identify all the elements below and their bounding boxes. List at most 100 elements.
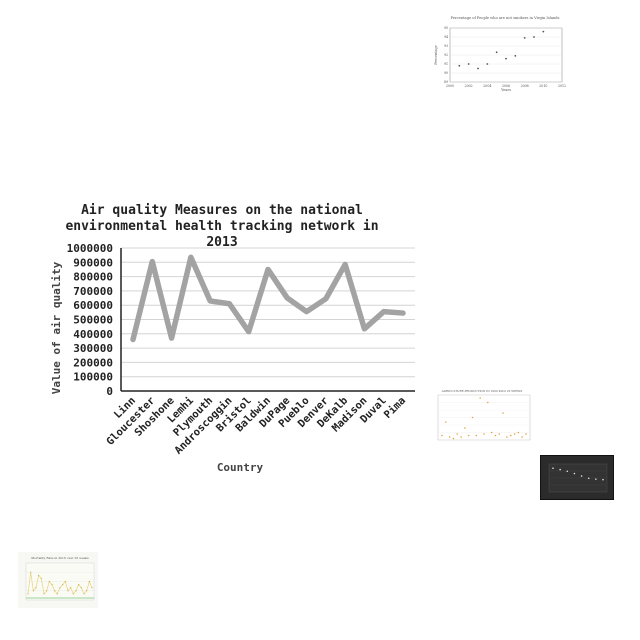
y-tick-0: 0 bbox=[106, 385, 113, 398]
x-category-pima: Pima bbox=[382, 395, 408, 421]
smokers-point-2009 bbox=[533, 36, 535, 38]
y-tick-600000: 600000 bbox=[73, 299, 113, 312]
mortality-point-14 bbox=[62, 583, 64, 586]
agri-point-6 bbox=[460, 436, 462, 438]
agri-point-20 bbox=[513, 433, 516, 435]
data-point-pueblo bbox=[306, 311, 308, 313]
mortality-point-22 bbox=[83, 593, 85, 595]
agri-point-16 bbox=[498, 433, 501, 435]
x-category-labels: LinnGloucesterShoshoneLemhiPlymouthAndro… bbox=[104, 395, 408, 457]
agri-point-23 bbox=[525, 433, 527, 435]
data-point-gloucester bbox=[151, 261, 153, 263]
data-point-dupage bbox=[286, 297, 288, 299]
chart-title-line-1: Air quality Measures on the national bbox=[81, 203, 363, 218]
agri-point-5 bbox=[456, 433, 459, 435]
data-point-bristol bbox=[248, 331, 250, 333]
smokers-point-2006 bbox=[505, 57, 507, 60]
data-point-androscoggin bbox=[228, 303, 230, 305]
agri-point-11 bbox=[479, 397, 481, 399]
mortality-point-13 bbox=[59, 587, 61, 589]
mortality-point-2 bbox=[30, 571, 32, 573]
dark-point-3 bbox=[566, 470, 569, 473]
agri-point-3 bbox=[448, 436, 451, 438]
data-point-baldwin bbox=[267, 268, 269, 270]
dark-point-2 bbox=[559, 468, 561, 471]
thumbnail-dark-chart bbox=[540, 455, 614, 500]
mortality-point-6 bbox=[40, 577, 42, 580]
agri-point-2 bbox=[445, 421, 447, 423]
smokers-point-2008 bbox=[523, 37, 526, 39]
smokers-xtick-2008: 2008 bbox=[521, 84, 529, 88]
thumbnail-smokers-chart: Percentage of People who are not smokers… bbox=[432, 10, 570, 94]
y-tick-700000: 700000 bbox=[73, 285, 113, 298]
mortality-point-25 bbox=[91, 587, 93, 589]
mortality-point-23 bbox=[86, 590, 88, 592]
data-point-plymouth bbox=[209, 300, 211, 302]
smokers-ytick-95: 95 bbox=[444, 26, 448, 30]
y-tick-900000: 900000 bbox=[73, 256, 113, 269]
agri-point-21 bbox=[517, 431, 520, 434]
mortality-point-19 bbox=[75, 590, 77, 592]
thumb-smokers-ylabel: Percentage bbox=[434, 45, 438, 64]
dark-point-7 bbox=[595, 478, 597, 480]
smokers-xtick-2012: 2012 bbox=[558, 84, 566, 88]
data-point-duval bbox=[383, 311, 385, 313]
smokers-point-2005 bbox=[495, 51, 498, 54]
smokers-point-2002 bbox=[467, 63, 470, 65]
data-point-lemhi bbox=[190, 256, 192, 258]
thumb-mortality-title: Mortality Rate in 2016 over 25 weeks bbox=[31, 556, 89, 560]
y-tick-400000: 400000 bbox=[73, 328, 113, 341]
smokers-point-2004 bbox=[486, 63, 489, 65]
data-point-pima bbox=[402, 312, 404, 314]
dark-point-8 bbox=[602, 478, 604, 481]
y-tick-800000: 800000 bbox=[73, 271, 113, 284]
agri-point-4 bbox=[452, 437, 455, 440]
mortality-point-16 bbox=[67, 590, 69, 592]
smokers-ytick-92: 92 bbox=[444, 53, 448, 57]
agri-point-18 bbox=[506, 436, 508, 438]
agri-point-1 bbox=[441, 434, 443, 437]
agri-point-13 bbox=[487, 401, 489, 404]
y-tick-1000000: 1000000 bbox=[67, 242, 113, 255]
thumb-smokers-title: Percentage of People who are not smokers… bbox=[451, 16, 560, 20]
mortality-point-3 bbox=[32, 590, 34, 592]
thumb-smokers-points bbox=[458, 30, 545, 70]
mortality-point-18 bbox=[72, 593, 74, 595]
data-point-madison bbox=[363, 328, 365, 330]
dark-point-6 bbox=[587, 477, 590, 480]
smokers-ytick-94: 94 bbox=[444, 35, 448, 39]
smokers-xtick-2000: 2000 bbox=[446, 84, 454, 88]
agri-point-12 bbox=[483, 433, 485, 435]
x-axis-label: Country bbox=[217, 461, 264, 474]
thumb-agri-grid bbox=[438, 394, 530, 441]
mortality-point-24 bbox=[88, 580, 90, 583]
mortality-point-21 bbox=[80, 587, 82, 589]
data-point-shoshone bbox=[171, 337, 173, 339]
smokers-xtick-2006: 2006 bbox=[502, 84, 510, 88]
thumb-agri-points bbox=[441, 397, 527, 440]
data-points bbox=[132, 256, 404, 341]
agri-point-9 bbox=[471, 416, 474, 419]
y-tick-300000: 300000 bbox=[73, 342, 113, 355]
thumb-smokers-xlabel: Years bbox=[500, 88, 511, 92]
thumb-smokers-x-ticks: 2000 2002 2004 2006 2008 2010 2012 bbox=[446, 84, 566, 88]
agri-point-7 bbox=[464, 427, 466, 429]
data-point-linn bbox=[132, 339, 134, 341]
mortality-point-1 bbox=[27, 593, 29, 595]
mortality-point-20 bbox=[78, 583, 80, 586]
chart-title-line-3: 2013 bbox=[206, 235, 237, 250]
agri-point-8 bbox=[467, 434, 470, 437]
agri-point-15 bbox=[494, 434, 497, 437]
thumbnail-agriculture-chart: AGRICULTURE PRODUCTION IN 1000 KILO 25 W… bbox=[432, 386, 532, 446]
dark-point-1 bbox=[552, 467, 554, 469]
thumb-mortality-points bbox=[27, 571, 93, 595]
agri-point-17 bbox=[502, 412, 504, 414]
mortality-point-8 bbox=[46, 590, 48, 592]
y-axis-label: Value of air quality bbox=[50, 261, 63, 394]
y-tick-200000: 200000 bbox=[73, 356, 113, 369]
mortality-point-17 bbox=[70, 587, 72, 589]
thumb-smokers-grid bbox=[450, 27, 562, 83]
agri-point-22 bbox=[521, 436, 523, 438]
